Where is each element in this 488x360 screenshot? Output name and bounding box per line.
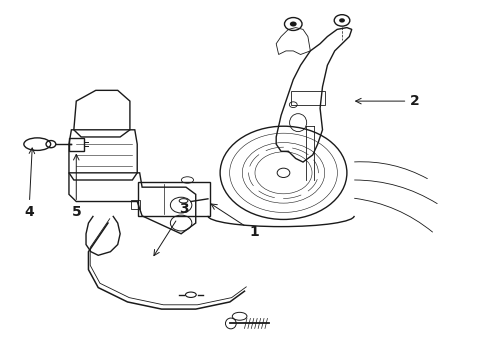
Text: 3: 3 [154, 202, 188, 256]
Text: 4: 4 [24, 148, 35, 219]
Text: 2: 2 [355, 94, 419, 108]
Circle shape [289, 22, 296, 27]
Text: 5: 5 [71, 154, 81, 219]
Text: 1: 1 [211, 204, 259, 239]
Circle shape [338, 18, 344, 23]
